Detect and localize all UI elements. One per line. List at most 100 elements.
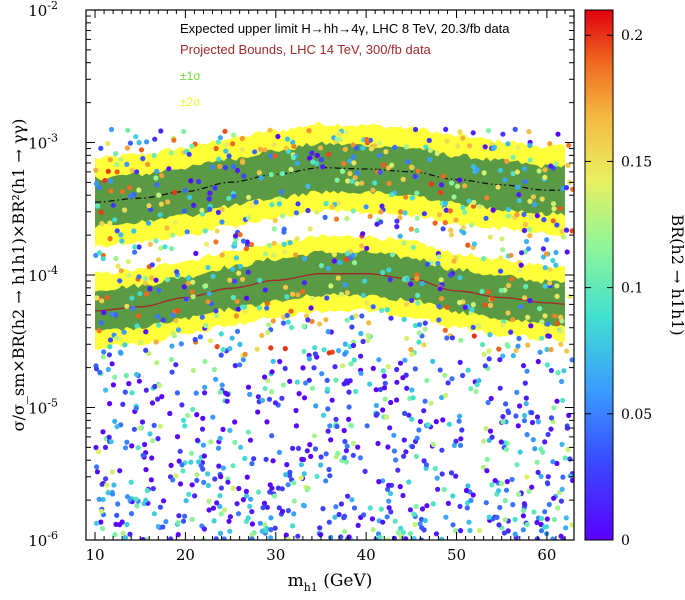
scatter-point <box>142 441 148 448</box>
scatter-point <box>240 357 246 363</box>
scatter-point <box>175 520 181 526</box>
scatter-point <box>104 482 110 488</box>
scatter-point <box>536 168 542 174</box>
scatter-point <box>264 504 270 510</box>
scatter-point <box>244 474 250 480</box>
scatter-point <box>188 178 194 184</box>
scatter-point <box>339 363 346 369</box>
scatter-point <box>381 373 387 379</box>
scatter-point <box>417 418 423 425</box>
scatter-point <box>442 372 448 378</box>
scatter-point <box>124 439 130 445</box>
scatter-point <box>548 415 555 421</box>
scatter-point <box>271 226 277 232</box>
scatter-point <box>326 350 332 356</box>
scatter-point <box>432 220 438 226</box>
scatter-point <box>169 343 175 349</box>
scatter-point <box>454 183 461 189</box>
scatter-point <box>510 171 516 177</box>
scatter-point <box>249 509 255 515</box>
scatter-point <box>344 129 350 135</box>
scatter-point <box>360 338 366 345</box>
scatter-point <box>346 416 352 422</box>
scatter-point <box>553 262 559 268</box>
scatter-point <box>439 536 445 540</box>
y-tick-label: 10-4 <box>28 264 58 285</box>
scatter-point <box>516 192 522 198</box>
scatter-point <box>239 304 245 310</box>
scatter-point <box>180 468 186 474</box>
scatter-point <box>554 460 560 466</box>
scatter-point <box>307 226 313 232</box>
scatter-point <box>462 183 468 189</box>
scatter-point <box>230 141 236 147</box>
scatter-point <box>353 388 359 394</box>
scatter-point <box>262 147 268 153</box>
scatter-point <box>400 529 406 536</box>
scatter-point <box>153 339 159 345</box>
scatter-point <box>544 516 550 522</box>
scatter-point <box>416 427 422 433</box>
scatter-point <box>220 347 226 353</box>
scatter-point <box>174 390 180 396</box>
scatter-point <box>394 397 400 403</box>
scatter-point <box>200 415 206 421</box>
scatter-point <box>566 142 572 148</box>
scatter-point <box>447 208 453 214</box>
scatter-point <box>497 357 503 363</box>
scatter-point <box>118 232 124 238</box>
scatter-point <box>112 217 118 223</box>
scatter-point <box>230 163 237 170</box>
scatter-point <box>446 421 452 427</box>
scatter-point <box>380 162 386 168</box>
scatter-point <box>385 444 391 450</box>
scatter-point <box>176 458 182 464</box>
scatter-point <box>400 492 406 499</box>
scatter-point <box>534 519 540 526</box>
scatter-point <box>291 511 297 517</box>
scatter-point <box>543 251 550 257</box>
scatter-point <box>132 249 138 255</box>
scatter-point <box>177 448 183 454</box>
scatter-point <box>558 327 564 334</box>
scatter-point <box>445 500 451 506</box>
scatter-point <box>550 218 556 224</box>
scatter-point <box>506 282 512 289</box>
scatter-point <box>485 399 491 406</box>
scatter-point <box>514 169 521 175</box>
scatter-point <box>502 498 508 504</box>
scatter-point <box>285 482 291 488</box>
scatter-point <box>474 382 480 388</box>
scatter-point <box>560 397 566 403</box>
scatter-point <box>415 168 421 174</box>
scatter-point <box>544 362 550 368</box>
scatter-point <box>189 516 195 523</box>
scatter-point <box>357 455 363 461</box>
scatter-point <box>196 179 202 185</box>
scatter-point <box>384 514 390 520</box>
scatter-point <box>436 317 442 323</box>
scatter-point <box>448 227 454 233</box>
scatter-point <box>487 302 494 308</box>
scatter-point <box>93 167 99 173</box>
scatter-point <box>487 332 493 338</box>
scatter-point <box>133 405 139 411</box>
scatter-point <box>514 389 520 395</box>
x-tick-label: 30 <box>266 546 285 564</box>
scatter-point <box>567 293 573 299</box>
scatter-point <box>388 509 394 515</box>
scatter-point <box>115 263 121 269</box>
scatter-point <box>564 249 570 255</box>
scatter-point <box>184 229 190 235</box>
scatter-point <box>165 199 171 205</box>
scatter-point <box>539 319 545 325</box>
scatter-point <box>240 276 246 282</box>
scatter-point <box>237 263 244 270</box>
scatter-point <box>373 387 379 393</box>
scatter-point <box>414 276 420 282</box>
scatter-point <box>180 417 187 423</box>
scatter-point <box>205 264 211 271</box>
scatter-point <box>122 342 128 348</box>
scatter-point <box>564 348 570 354</box>
scatter-point <box>393 457 399 463</box>
